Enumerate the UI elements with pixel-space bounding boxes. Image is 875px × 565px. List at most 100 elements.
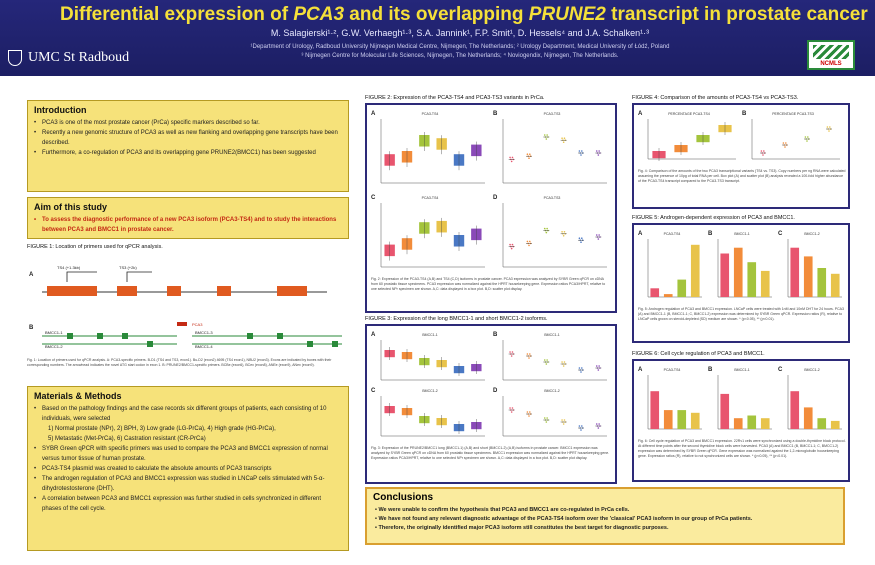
title-prefix: Differential expression of <box>60 4 294 25</box>
scatter-point <box>597 154 600 156</box>
methods-title: Materials & Methods <box>34 391 122 401</box>
scatter-point <box>762 154 764 156</box>
bar-mark <box>720 393 730 429</box>
scatter-point <box>529 411 531 413</box>
bmcc1-4-label: BMCC1-4 <box>195 344 213 349</box>
scatter-point <box>543 417 546 419</box>
figure3-chart: A BMCC1-1 B BMCC1-1 C BMCC1-2 D BMCC1-2 <box>371 332 607 437</box>
scatter-point <box>804 136 807 138</box>
scatter-point <box>784 146 786 148</box>
title-gene1: PCA3 <box>293 4 345 25</box>
scatter-point <box>578 150 581 152</box>
conclusions-title: Conclusions <box>373 492 434 503</box>
aim-box: Aim of this study To assess the diagnost… <box>27 197 349 239</box>
bar-mark <box>690 244 700 297</box>
bar-mark <box>650 391 660 429</box>
panel-label: C <box>371 388 376 394</box>
panel-label: B <box>493 332 498 338</box>
scatter-point <box>543 134 546 136</box>
panel-label: C <box>778 231 783 237</box>
bar-mark <box>733 247 743 297</box>
figure1: FIGURE 1: Location of primers used for q… <box>27 244 349 380</box>
scatter-point <box>807 136 809 138</box>
scatter-point <box>509 407 511 409</box>
panel-label: C <box>371 195 376 201</box>
panel-title: PCA3-TS3 <box>544 196 561 200</box>
list-item: We were unable to confirm the hypothesis… <box>375 506 843 515</box>
scatter-point <box>598 365 600 367</box>
aim-title: Aim of this study <box>34 202 108 212</box>
poster-header: Differential expression of PCA3 and its … <box>0 0 875 76</box>
scatter-point <box>595 365 598 367</box>
scatter-point <box>546 227 548 230</box>
scatter-point <box>511 156 514 159</box>
figure2: A PCA3-TS4 B PCA3-TS3 C PCA3-TS4 D PCA3-TS3 Fig… <box>365 103 617 313</box>
authors: M. Salagierski¹·², G.W. Verhaegh¹·³, S.A… <box>270 28 650 38</box>
title-mid: and its overlapping <box>344 4 529 25</box>
exon-box <box>277 286 307 296</box>
panel-label: A <box>638 367 643 373</box>
list-item: SYBR Green qPCR with specific primers wa… <box>34 444 342 464</box>
panel-title: BMCC1-1 <box>734 232 749 236</box>
figure2-caption: Fig. 2: Expression of the PCA3-TS4 (A,B)… <box>371 277 606 291</box>
panel-title: BMCC1-2 <box>422 389 437 393</box>
scatter-point <box>526 353 529 355</box>
figure5-chart: A PCA3-TS4 B BMCC1-1 C BMCC1-2 <box>638 231 842 298</box>
panel-label: A <box>371 111 376 117</box>
list-item: We have not found any relevant diagnosti… <box>375 515 843 524</box>
scatter-point <box>543 359 546 361</box>
exon-box <box>167 286 181 296</box>
scatter-point <box>545 138 548 140</box>
affiliations: ¹Department of Urology, Radboud Universi… <box>200 43 720 61</box>
panel-label: B <box>708 367 713 373</box>
scatter-point <box>580 241 582 243</box>
list-item: The androgen regulation of PCA3 and BMCC… <box>34 474 342 494</box>
ts4-label: TS4 (+1.3kb) <box>57 265 81 270</box>
panel-label-b: B <box>29 325 34 331</box>
figure4: A PERCENTAGE PCA3-TS4 B PERCENTAGE PCA3-TS3… <box>632 103 850 209</box>
list-item: To assess the diagnostic performance of … <box>34 215 342 235</box>
scatter-point <box>563 361 566 363</box>
exon-box <box>47 286 97 296</box>
aim-list: To assess the diagnostic performance of … <box>34 215 342 235</box>
figure6-title: FIGURE 6: Cell cycle regulation of PCA3 … <box>632 351 765 357</box>
bmcc1-1-label: BMCC1-1 <box>45 330 63 335</box>
figure1-caption: Fig. 1: Location of primers used for qPC… <box>27 358 332 367</box>
pca3-label: PCA3 <box>192 322 203 327</box>
ncmls-logo-mark <box>813 45 849 59</box>
scatter-point <box>763 150 765 152</box>
scatter-point <box>511 243 514 246</box>
scatter-point <box>782 142 785 144</box>
scatter-point <box>526 240 529 243</box>
panel-title: BMCC1-2 <box>544 389 559 393</box>
panel-label: B <box>708 231 713 237</box>
umc-logo: UMC St Radboud <box>8 50 129 66</box>
panel-label: A <box>638 231 643 237</box>
panel-title: BMCC1-1 <box>544 333 559 337</box>
scatter-point <box>597 427 600 429</box>
scatter-point <box>546 134 548 136</box>
scatter-point <box>561 361 563 363</box>
figure3: A BMCC1-1 B BMCC1-1 C BMCC1-2 D BMCC1-2 Fig. 3:… <box>365 324 617 484</box>
exon-box <box>217 286 231 296</box>
scatter-point <box>578 367 581 369</box>
introduction-list: PCA3 is one of the most prostate cancer … <box>34 118 342 158</box>
bar-mark <box>663 294 673 297</box>
bar-mark <box>830 273 840 297</box>
panel-title: PCA3-TS4 <box>664 232 681 236</box>
scatter-point <box>528 244 530 247</box>
scatter-point <box>561 137 563 139</box>
panel-label-a: A <box>29 272 34 278</box>
scatter-point <box>529 153 531 155</box>
scatter-point <box>598 150 600 152</box>
scatter-point <box>528 415 530 417</box>
exon-box <box>117 286 137 296</box>
scatter-point <box>581 150 583 152</box>
scatter-point <box>509 351 511 353</box>
figure6-caption: Fig. 6: Cell cycle regulation of PCA3 an… <box>638 439 846 458</box>
ts3-label: TS3 (+2k) <box>119 265 137 270</box>
bar-mark <box>650 288 660 297</box>
bar-mark <box>817 268 827 297</box>
scatter-point <box>578 425 581 427</box>
